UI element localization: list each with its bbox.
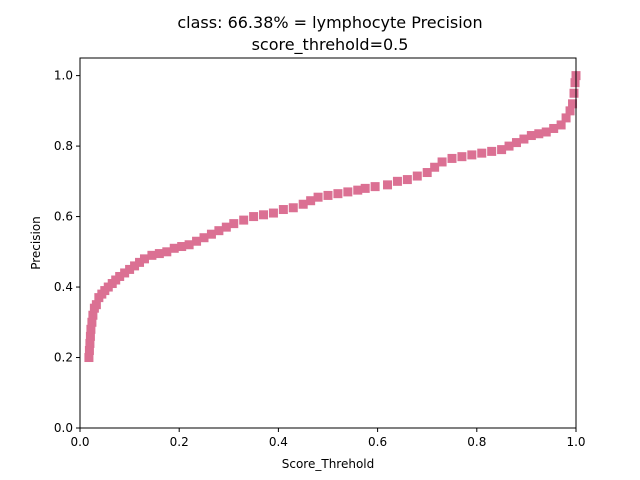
data-point xyxy=(214,226,224,236)
y-axis-ticks: 0.0 0.2 0.4 0.6 0.8 1.0 xyxy=(54,69,80,435)
data-point xyxy=(526,131,536,141)
x-axis-ticks: 0.0 0.2 0.4 0.6 0.8 1.0 xyxy=(70,428,586,449)
x-axis-label: Score_Threhold xyxy=(282,457,375,471)
data-point xyxy=(259,210,269,220)
data-point xyxy=(568,99,578,109)
data-point xyxy=(333,189,343,199)
data-point xyxy=(561,113,571,123)
data-point xyxy=(268,208,278,218)
data-point xyxy=(130,261,140,271)
y-tick-label: 0.2 xyxy=(54,351,73,365)
data-point xyxy=(125,264,135,274)
data-point xyxy=(467,150,477,160)
data-point xyxy=(570,78,580,88)
data-point xyxy=(221,222,231,232)
data-point xyxy=(135,257,145,267)
data-point xyxy=(306,196,316,206)
data-point xyxy=(504,141,514,151)
data-point xyxy=(569,88,579,98)
data-point xyxy=(91,300,101,310)
data-point xyxy=(239,215,249,225)
chart-title-line2: score_threhold=0.5 xyxy=(252,35,409,55)
x-tick-label: 0.2 xyxy=(170,435,189,449)
data-point xyxy=(184,240,194,250)
data-point xyxy=(298,199,308,209)
data-point xyxy=(556,120,566,130)
data-point xyxy=(402,175,412,185)
data-point xyxy=(534,129,544,139)
data-point xyxy=(147,250,157,260)
y-tick-label: 0.8 xyxy=(54,139,73,153)
data-point xyxy=(383,180,393,190)
data-point xyxy=(487,146,497,156)
data-point xyxy=(169,243,179,253)
x-tick-label: 0.0 xyxy=(70,435,89,449)
data-point xyxy=(541,127,551,137)
data-point xyxy=(370,182,380,192)
data-point xyxy=(115,271,125,281)
data-point xyxy=(154,249,164,259)
plot-frame xyxy=(79,57,577,429)
data-point xyxy=(87,317,97,327)
data-point xyxy=(565,106,575,116)
x-tick-label: 0.6 xyxy=(368,435,387,449)
data-point xyxy=(86,324,96,334)
data-point xyxy=(229,219,239,229)
data-point xyxy=(343,187,353,197)
data-point xyxy=(392,176,402,186)
x-tick-label: 0.4 xyxy=(269,435,288,449)
y-tick-label: 0.6 xyxy=(54,210,73,224)
y-tick-label: 0.4 xyxy=(54,280,73,294)
data-point xyxy=(249,212,259,222)
data-point xyxy=(549,123,559,133)
data-point xyxy=(206,229,216,239)
y-tick-label: 1.0 xyxy=(54,69,73,83)
data-point xyxy=(199,233,209,243)
data-point xyxy=(437,157,447,167)
data-point xyxy=(519,134,529,144)
data-point xyxy=(360,183,370,193)
y-axis-label: Precision xyxy=(29,216,43,270)
data-point xyxy=(278,205,288,215)
data-point xyxy=(511,138,521,148)
data-point xyxy=(85,331,95,341)
data-point xyxy=(139,254,149,264)
chart-title-line1: class: 66.38% = lymphocyte Precision xyxy=(177,13,482,32)
data-point xyxy=(162,247,172,257)
data-point xyxy=(430,162,440,172)
data-point xyxy=(85,338,95,348)
data-point xyxy=(477,148,487,158)
data-point xyxy=(313,192,323,202)
data-point xyxy=(192,236,202,246)
y-tick-label: 0.0 xyxy=(54,421,73,435)
data-point xyxy=(177,242,187,252)
data-point xyxy=(88,310,98,320)
data-point xyxy=(120,268,130,278)
data-point xyxy=(353,185,363,195)
data-point xyxy=(447,153,457,163)
data-point xyxy=(422,168,432,178)
x-tick-label: 1.0 xyxy=(566,435,585,449)
data-point xyxy=(84,345,94,355)
data-point xyxy=(323,190,333,200)
data-points xyxy=(84,71,581,363)
data-point xyxy=(497,145,507,155)
data-point xyxy=(412,171,422,181)
x-tick-label: 0.8 xyxy=(467,435,486,449)
data-point xyxy=(288,203,298,213)
data-point xyxy=(84,353,94,363)
data-point xyxy=(457,152,467,162)
